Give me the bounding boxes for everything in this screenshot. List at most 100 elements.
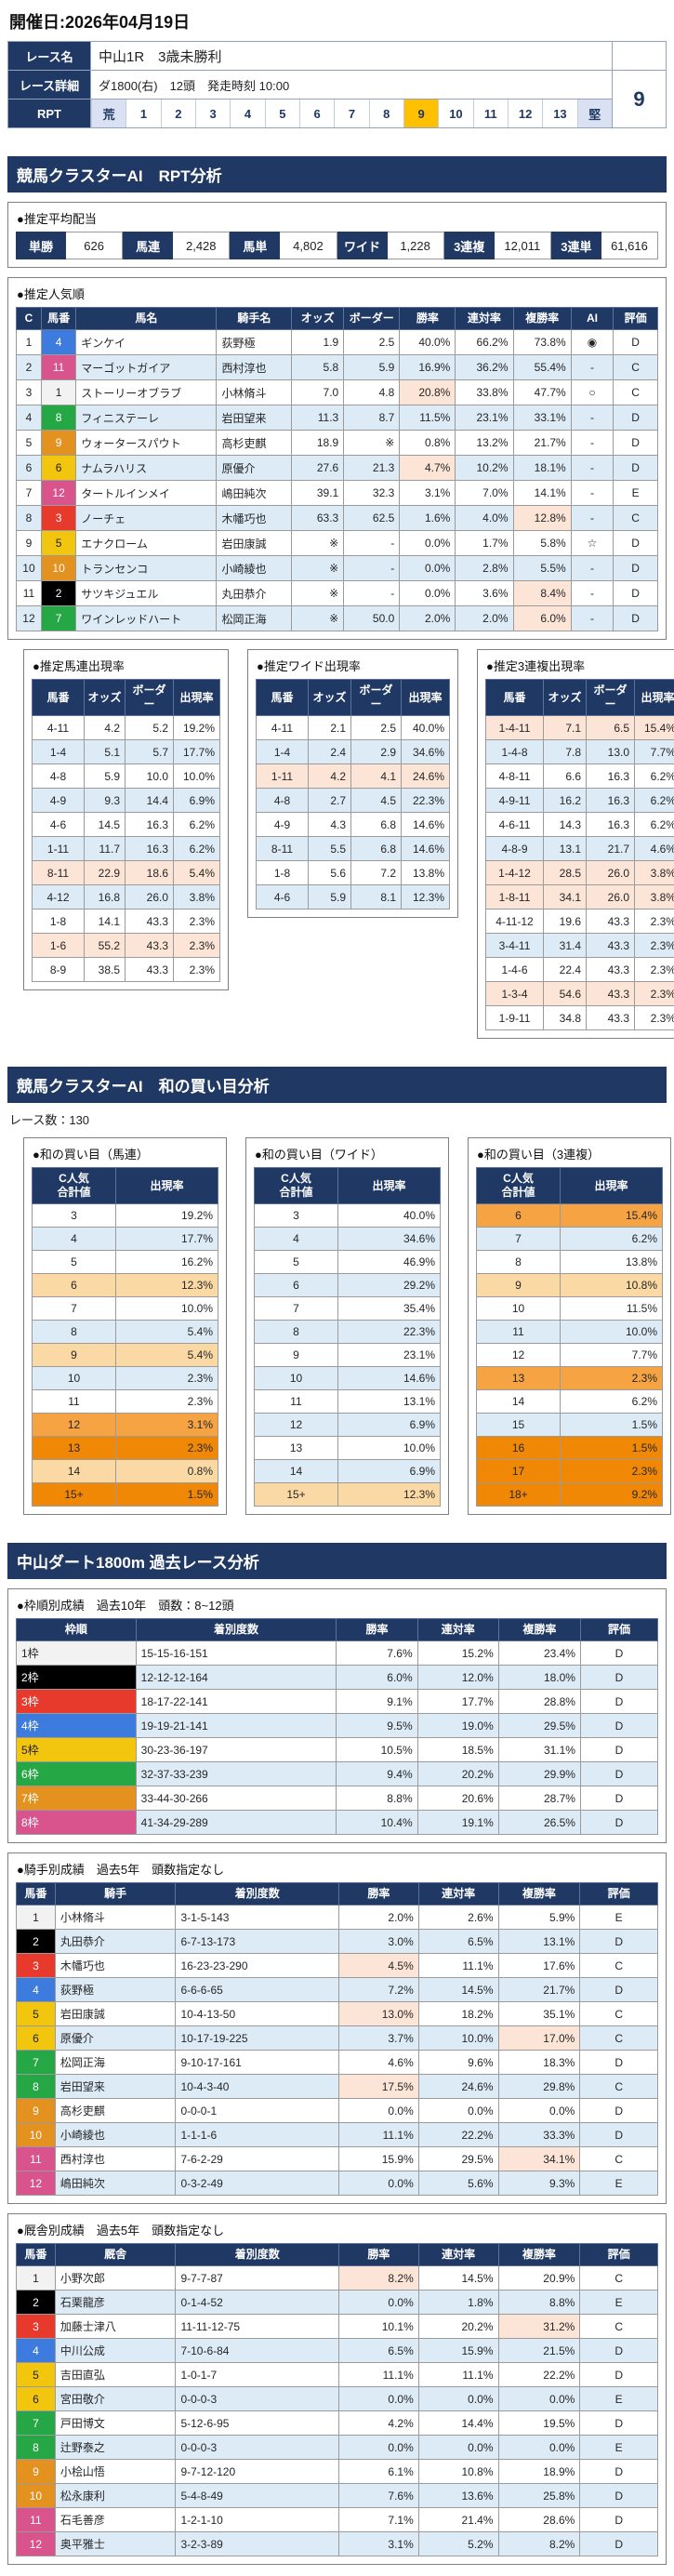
table-cell: 0.0% xyxy=(339,2291,419,2315)
table-cell: 8.4% xyxy=(513,581,571,606)
table-cell: 28.5 xyxy=(544,861,587,885)
sum-umaren-label: ●和の買い目（馬連） xyxy=(33,1145,218,1162)
table-cell: 2.3% xyxy=(174,934,220,958)
table-cell: 4-6 xyxy=(257,885,309,910)
table-cell: ストーリーオブラブ xyxy=(76,380,217,405)
table-cell: 28.7% xyxy=(498,1786,580,1811)
table-cell: 1-1-1-6 xyxy=(176,2123,339,2147)
table-cell: 3-2-3-89 xyxy=(176,2532,339,2556)
table-header-cell: 出現率 xyxy=(402,680,450,716)
table-cell: D xyxy=(580,2099,658,2123)
table-cell: 岩田望来 xyxy=(217,405,292,431)
table-cell: 2.5 xyxy=(351,716,402,740)
table-cell: 8.8% xyxy=(498,2291,580,2315)
table-cell: 35.4% xyxy=(338,1297,441,1321)
table-cell: 6-6-6-65 xyxy=(176,1978,339,2002)
table-cell: D xyxy=(614,606,658,631)
table-cell: 3 xyxy=(255,1204,338,1228)
horse-number-cell: 9 xyxy=(17,2099,56,2123)
table-cell: 高杉吏麒 xyxy=(55,2099,176,2123)
table-cell: 30-23-36-197 xyxy=(136,1738,337,1762)
horse-number-cell: 2 xyxy=(17,2291,56,2315)
table-cell: 34.1 xyxy=(544,885,587,910)
table-cell: 10-4-3-40 xyxy=(176,2075,339,2099)
table-cell: - xyxy=(571,581,614,606)
table-cell: E xyxy=(580,2436,658,2460)
table-cell: 13.2% xyxy=(456,431,513,456)
table-cell: 小崎綾也 xyxy=(217,556,292,581)
table-cell: 17.7% xyxy=(174,740,220,764)
table-cell: 1-11 xyxy=(257,764,309,789)
table-cell: 19.6 xyxy=(544,910,587,934)
table-cell: 松岡正海 xyxy=(55,2051,176,2075)
table-header-cell: 勝率 xyxy=(339,2244,419,2266)
table-cell: 14.5% xyxy=(418,1978,498,2002)
race-name-value: 中山1R 3歳未勝利 xyxy=(91,42,612,70)
table-cell: D xyxy=(614,405,658,431)
table-cell: 17.0% xyxy=(498,2026,580,2051)
table-cell: マーゴットガイア xyxy=(76,355,217,380)
table-cell: 3 xyxy=(17,380,42,405)
table-cell: 15 xyxy=(477,1414,561,1437)
horse-number-cell: 1 xyxy=(41,380,75,405)
table-cell: D xyxy=(580,1978,658,2002)
table-cell: エナクローム xyxy=(76,531,217,556)
payout-value: 626 xyxy=(66,232,123,259)
table-cell: 10.5% xyxy=(337,1738,417,1762)
table-cell: C xyxy=(580,2315,658,2339)
table-cell: 1.9 xyxy=(292,330,344,355)
table-cell: タートルインメイ xyxy=(76,481,217,506)
table-cell: 26.0 xyxy=(126,885,174,910)
race-detail-value: ダ1800(右) 12頭 発走時刻 10:00 xyxy=(91,71,612,99)
race-info-table: レース名 中山1R 3歳未勝利 RPT レース詳細 ダ1800(右) 12頭 発… xyxy=(7,41,667,128)
table-cell: 4 xyxy=(255,1228,338,1251)
table-cell: 9.3 xyxy=(85,789,126,813)
table-cell: 6.5% xyxy=(418,1930,498,1954)
table-cell: 8-11 xyxy=(257,837,309,861)
table-cell: 6 xyxy=(33,1274,116,1297)
table-cell: 43.3 xyxy=(587,1006,635,1030)
table-cell: 40.0% xyxy=(402,716,450,740)
table-cell: 32.3 xyxy=(344,481,400,506)
table-cell: 4-11 xyxy=(33,716,85,740)
table-cell: 2.3% xyxy=(561,1367,663,1390)
payout-item: 3連複 12,011 xyxy=(444,232,551,259)
table-cell: 4-8 xyxy=(257,789,309,813)
table-cell: 3.1% xyxy=(116,1414,218,1437)
table-cell: 26.0 xyxy=(587,885,635,910)
horse-number-cell: 9 xyxy=(41,431,75,456)
table-cell: 小林脩斗 xyxy=(55,1905,176,1930)
table-cell: 18.3% xyxy=(498,2051,580,2075)
table-cell: 小桧山悟 xyxy=(55,2460,176,2484)
rpt-row-label: RPT xyxy=(8,100,90,127)
payout-type-label: 馬単 xyxy=(230,232,280,259)
table-cell: ○ xyxy=(571,380,614,405)
rpt-scale: 荒 1 2 3 4 5 6 7 8 9 xyxy=(91,100,612,127)
table-header-cell: 着別度数 xyxy=(176,2244,339,2266)
table-cell: 6.2% xyxy=(635,764,674,789)
payout-value: 4,802 xyxy=(280,232,337,259)
table-cell: 14.6% xyxy=(338,1367,441,1390)
table-cell: 22.3% xyxy=(402,789,450,813)
table-cell: 13 xyxy=(255,1437,338,1460)
